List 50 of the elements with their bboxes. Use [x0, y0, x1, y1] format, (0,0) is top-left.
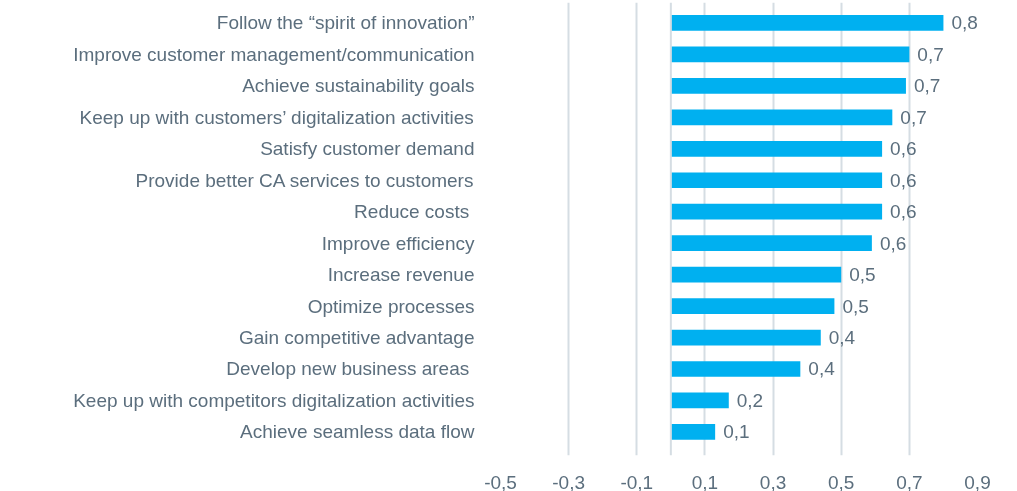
bar	[670, 392, 729, 409]
y-tick-label: Keep up with customers’ digitalization activities	[79, 106, 474, 128]
y-tick-label: Follow the “spirit of innovation”	[216, 12, 475, 34]
bar	[670, 140, 883, 157]
y-tick-label: Increase revenue	[327, 264, 475, 286]
data-label: 0,4	[828, 327, 856, 349]
bar	[670, 361, 801, 377]
bar	[670, 266, 842, 283]
bar	[670, 172, 883, 189]
bar	[670, 329, 821, 346]
bar	[670, 46, 910, 63]
data-label: 0,2	[736, 389, 764, 411]
bar	[670, 203, 883, 220]
data-label: 0,8	[951, 12, 978, 34]
data-label: 0,5	[842, 295, 869, 317]
x-tick-label: 0,3	[759, 471, 787, 491]
bar	[670, 15, 944, 31]
data-label: 0,6	[890, 138, 917, 160]
data-label: 0,6	[879, 232, 907, 254]
y-tick-label: Improve customer management/communication	[73, 43, 475, 65]
x-tick-label: -0,1	[620, 471, 654, 491]
y-tick-label: Optimize processes	[307, 295, 475, 317]
bar	[670, 424, 716, 440]
y-tick-label: Achieve seamless data flow	[240, 421, 475, 443]
bar	[670, 109, 893, 126]
y-tick-label: Keep up with competitors digitalization activities	[73, 389, 475, 411]
x-tick-label: -0,3	[552, 471, 586, 491]
data-label: 0,7	[900, 106, 927, 128]
data-label: 0,1	[723, 421, 750, 443]
y-tick-label: Satisfy customer demand	[260, 138, 475, 160]
y-tick-label: Develop new business areas	[226, 358, 470, 380]
bar	[670, 298, 835, 314]
y-tick-label: Improve efficiency	[321, 232, 475, 254]
data-label: 0,7	[913, 75, 941, 97]
bar	[670, 235, 872, 252]
y-tick-label: Reduce costs	[354, 201, 470, 223]
x-tick-label: 0,7	[896, 471, 923, 491]
x-tick-label: 0,9	[964, 471, 991, 491]
y-tick-label: Achieve sustainability goals	[242, 75, 475, 97]
bar	[670, 78, 906, 94]
data-label: 0,6	[890, 201, 917, 223]
y-tick-label: Gain competitive advantage	[238, 327, 475, 349]
data-label: 0,4	[808, 358, 836, 380]
x-tick-label: 0,1	[691, 471, 719, 491]
x-tick-label: -0,5	[484, 471, 517, 491]
data-label: 0,7	[917, 43, 944, 65]
x-tick-label: 0,5	[828, 471, 855, 491]
data-label: 0,6	[890, 169, 917, 191]
y-tick-label: Provide better CA services to customers	[135, 169, 474, 191]
data-label: 0,5	[849, 264, 876, 286]
